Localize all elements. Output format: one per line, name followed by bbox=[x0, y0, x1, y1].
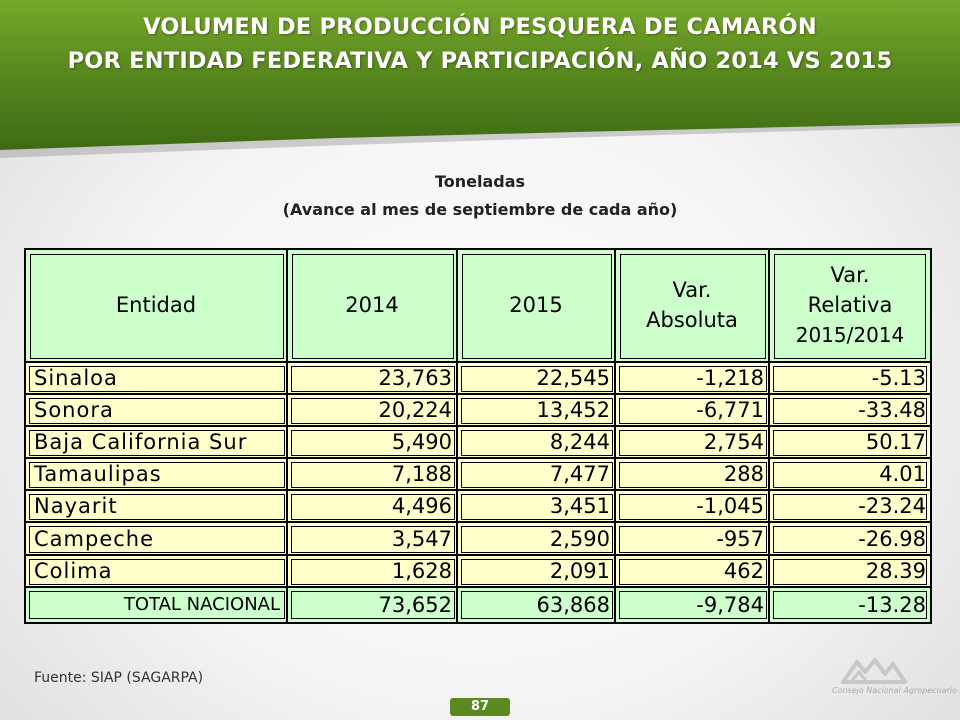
cell-total-label: TOTAL NACIONAL bbox=[26, 587, 288, 622]
cell-2015: 7,477 bbox=[458, 459, 616, 492]
header-var-relativa: Var. Relativa 2015/2014 bbox=[770, 250, 930, 363]
header-2014: 2014 bbox=[288, 250, 458, 363]
subtitle-units: Toneladas bbox=[434, 172, 526, 191]
cell-total-var-rel: -13.28 bbox=[770, 587, 930, 622]
table-total-row: TOTAL NACIONAL 73,652 63,868 -9,784 -13.… bbox=[26, 587, 930, 622]
cell-entidad: Sonora bbox=[26, 394, 288, 427]
header-var-rel-line3: 2015/2014 bbox=[795, 323, 905, 348]
cell-2015: 2,091 bbox=[458, 555, 616, 588]
cell-2015: 13,452 bbox=[458, 394, 616, 427]
table-row: Campeche 3,547 2,590 -957 -26.98 bbox=[26, 523, 930, 556]
page-title: VOLUMEN DE PRODUCCIÓN PESQUERA DE CAMARÓ… bbox=[0, 10, 960, 78]
table-row: Sinaloa 23,763 22,545 -1,218 -5.13 bbox=[26, 362, 930, 395]
cell-2014: 5,490 bbox=[288, 426, 458, 460]
cell-2015: 3,451 bbox=[458, 491, 616, 524]
cell-2014: 3,547 bbox=[288, 523, 458, 556]
cell-var-rel: -26.98 bbox=[770, 523, 930, 556]
cell-var-rel: 4.01 bbox=[770, 459, 930, 492]
cna-mountains-logo-icon bbox=[841, 658, 907, 684]
header-var-rel-line2: Relativa bbox=[807, 293, 893, 318]
cell-2014: 4,496 bbox=[288, 491, 458, 524]
cell-var-abs: 288 bbox=[616, 459, 770, 492]
cell-var-abs: 2,754 bbox=[616, 426, 770, 460]
cell-var-abs: -6,771 bbox=[616, 394, 770, 427]
header-entidad: Entidad bbox=[26, 250, 288, 363]
cell-var-rel: -23.24 bbox=[770, 491, 930, 524]
source-note: Fuente: SIAP (SAGARPA) bbox=[34, 670, 204, 686]
header-var-rel-line1: Var. bbox=[830, 263, 870, 288]
cell-2015: 8,244 bbox=[458, 426, 616, 460]
cell-2015: 2,590 bbox=[458, 523, 616, 556]
cell-var-rel: -5.13 bbox=[770, 362, 930, 395]
logo-text: Consejo Nacional Agropecuario bbox=[832, 686, 957, 695]
table-row: Nayarit 4,496 3,451 -1,045 -23.24 bbox=[26, 491, 930, 524]
cell-entidad: Baja California Sur bbox=[26, 426, 288, 460]
table-row: Tamaulipas 7,188 7,477 288 4.01 bbox=[26, 459, 930, 492]
table-row: Baja California Sur 5,490 8,244 2,754 50… bbox=[26, 426, 930, 460]
cell-var-abs: -1,045 bbox=[616, 491, 770, 524]
header-var-abs-line1: Var. bbox=[672, 278, 712, 303]
cell-entidad: Nayarit bbox=[26, 491, 288, 524]
cell-2014: 7,188 bbox=[288, 459, 458, 492]
header-var-abs-line2: Absoluta bbox=[646, 308, 738, 333]
cell-2014: 20,224 bbox=[288, 394, 458, 427]
cell-total-2015: 63,868 bbox=[458, 587, 616, 622]
table-header-row: Entidad 2014 2015 Var. Absoluta Var. Rel… bbox=[26, 250, 930, 363]
cell-var-abs: 462 bbox=[616, 555, 770, 588]
cell-total-var-abs: -9,784 bbox=[616, 587, 770, 622]
header-2015: 2015 bbox=[458, 250, 616, 363]
cell-var-rel: -33.48 bbox=[770, 394, 930, 427]
cell-var-abs: -957 bbox=[616, 523, 770, 556]
cell-entidad: Colima bbox=[26, 555, 288, 588]
table-row: Colima 1,628 2,091 462 28.39 bbox=[26, 555, 930, 588]
cell-var-rel: 50.17 bbox=[770, 426, 930, 460]
subtitle-period: (Avance al mes de septiembre de cada año… bbox=[282, 200, 678, 219]
cell-2015: 22,545 bbox=[458, 362, 616, 395]
cell-entidad: Campeche bbox=[26, 523, 288, 556]
title-line-1: VOLUMEN DE PRODUCCIÓN PESQUERA DE CAMARÓ… bbox=[143, 14, 817, 40]
cell-2014: 23,763 bbox=[288, 362, 458, 395]
cell-total-2014: 73,652 bbox=[288, 587, 458, 622]
header-banner bbox=[0, 0, 960, 150]
table-row: Sonora 20,224 13,452 -6,771 -33.48 bbox=[26, 394, 930, 427]
cell-var-abs: -1,218 bbox=[616, 362, 770, 395]
table-subtitle: Toneladas (Avance al mes de septiembre d… bbox=[0, 168, 960, 224]
page-number: 87 bbox=[450, 698, 510, 716]
title-line-2: POR ENTIDAD FEDERATIVA Y PARTICIPACIÓN, … bbox=[67, 48, 893, 74]
production-table: Entidad 2014 2015 Var. Absoluta Var. Rel… bbox=[24, 248, 932, 624]
cell-var-rel: 28.39 bbox=[770, 555, 930, 588]
cell-2014: 1,628 bbox=[288, 555, 458, 588]
header-var-absoluta: Var. Absoluta bbox=[616, 250, 770, 363]
cell-entidad: Tamaulipas bbox=[26, 459, 288, 492]
cell-entidad: Sinaloa bbox=[26, 362, 288, 395]
